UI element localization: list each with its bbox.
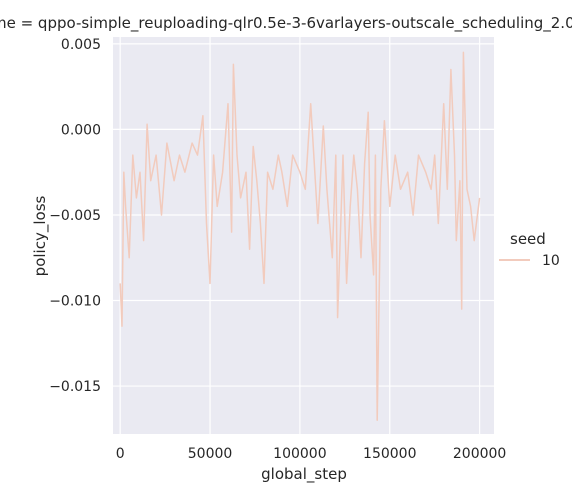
x-tick-label: 200000	[453, 446, 506, 462]
y-axis-title: policy_loss	[31, 196, 50, 277]
y-tick-label: −0.005	[49, 208, 101, 224]
legend-label: 10	[542, 253, 560, 269]
legend-title: seed	[510, 230, 546, 248]
x-tick-label: 150000	[363, 446, 416, 462]
x-axis-title: global_step	[261, 465, 347, 484]
y-tick-label: 0.000	[61, 122, 101, 138]
series-line-seed-10	[119, 51, 481, 422]
y-gridlines	[113, 43, 494, 387]
x-tick-label: 50000	[188, 446, 233, 462]
series-layer	[119, 51, 481, 422]
chart-title: me = qppo-simple_reuploading-qlr0.5e-3-6…	[0, 14, 572, 33]
plot-background	[113, 37, 494, 434]
y-tick-label: −0.015	[49, 379, 101, 395]
x-tick-labels: 0 50000 100000 150000 200000	[116, 446, 507, 462]
y-tick-label: −0.010	[49, 294, 101, 310]
y-tick-label: 0.005	[61, 37, 101, 53]
y-tick-labels: 0.005 0.000 −0.005 −0.010 −0.015	[49, 37, 101, 395]
x-tick-label: 100000	[273, 446, 326, 462]
x-gridlines	[119, 37, 481, 434]
legend: seed 10	[499, 230, 560, 269]
x-tick-label: 0	[116, 446, 125, 462]
